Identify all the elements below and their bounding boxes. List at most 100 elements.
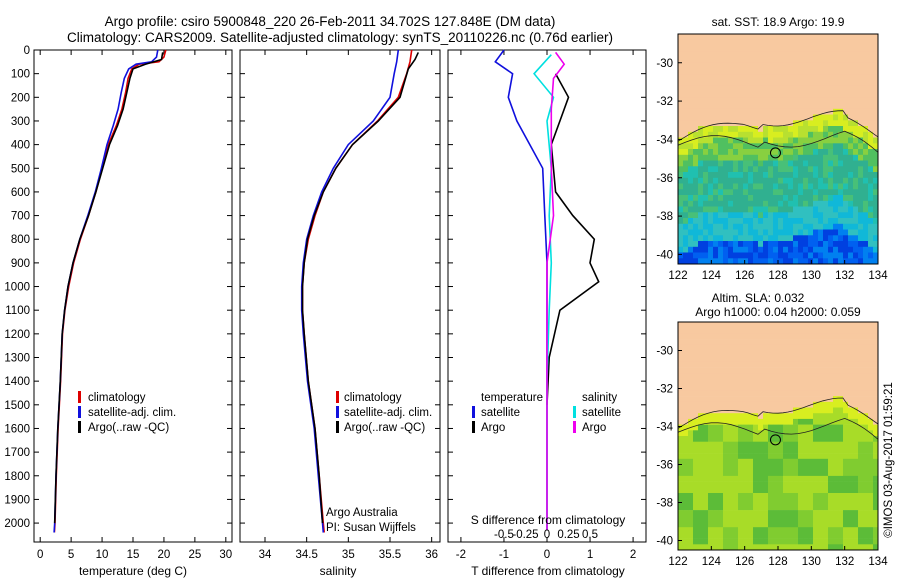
y-tick-label: 0 — [24, 45, 30, 57]
temperature-xlabel: temperature (deg C) — [79, 564, 187, 578]
y-tick-label: 1300 — [4, 353, 30, 365]
credit-text: Argo Australia — [326, 507, 398, 519]
coastline — [677, 110, 879, 142]
legend-swatch-t-satellite — [472, 406, 475, 418]
x-tick-label: -2 — [456, 549, 466, 561]
series-line-satellite-adj-clim- — [53, 49, 159, 533]
y-tick-label: 1200 — [4, 329, 30, 341]
temperature-axis-ticks: 0 5 10 15 20 25 30 — [37, 50, 232, 561]
map-x-tick-label: 128 — [768, 270, 787, 282]
s-tick-label: -0.5 — [494, 529, 514, 541]
legend-swatch-argo — [78, 421, 81, 433]
x-tick-label: 34.5 — [295, 549, 317, 561]
map-cells — [678, 34, 879, 265]
y-tick-label: 900 — [11, 258, 30, 270]
legend-swatch-s-satellite — [573, 406, 576, 418]
map-y-tick-label: -34 — [656, 422, 673, 434]
legend-label-satellite: satellite-adj. clim. — [344, 407, 432, 419]
legend-label-argo: Argo(..raw -QC) — [344, 422, 425, 434]
y-tick-label: 1700 — [4, 447, 30, 459]
s-difference-label: S difference from climatology — [471, 513, 626, 527]
x-tick-label: 1 — [587, 549, 593, 561]
y-tick-label: 1600 — [4, 423, 30, 435]
temperature-legend: climatology satellite-adj. clim. Argo(..… — [78, 391, 176, 434]
salinity-plot-frame — [239, 49, 441, 543]
temperature-profiles — [53, 49, 167, 533]
temperature-plot-frame — [33, 49, 233, 543]
coastline — [677, 397, 879, 429]
map-x-tick-label: 126 — [735, 556, 754, 568]
legend-label-argo: Argo(..raw -QC) — [88, 422, 169, 434]
salinity-profiles — [300, 49, 420, 533]
legend-swatch-t-argo — [472, 421, 475, 433]
map-cells — [678, 322, 879, 551]
x-tick-label: -1 — [499, 549, 509, 561]
map-y-tick-label: -38 — [656, 211, 673, 223]
legend-heading-temperature: temperature — [481, 392, 543, 404]
sst-map-title: sat. SST: 18.9 Argo: 19.9 — [712, 15, 845, 29]
y-tick-label: 300 — [11, 116, 30, 128]
map-y-tick-label: -36 — [656, 460, 673, 472]
s-tick-label: -0.25 — [512, 529, 538, 541]
difference-panel: -2 -1 0 1 2 S difference from climatology -0… — [447, 49, 647, 578]
argo-position-marker — [769, 147, 781, 159]
map-y-tick-label: -34 — [656, 134, 673, 146]
series-line-argo-raw-qc- — [301, 52, 420, 524]
legend-label-t-argo: Argo — [481, 422, 505, 434]
sla-map-title: Altim. SLA: 0.032 — [712, 291, 805, 305]
x-tick-label: 35.5 — [379, 549, 401, 561]
legend-label-s-satellite: satellite — [582, 407, 621, 419]
y-tick-label: 800 — [11, 234, 30, 246]
s-tick-label: 0 — [544, 529, 550, 541]
y-tick-label: 200 — [11, 92, 30, 104]
x-tick-label: 34 — [259, 549, 272, 561]
x-tick-label: 10 — [96, 549, 109, 561]
map-x-tick-label: 134 — [868, 556, 888, 568]
x-tick-label: 0 — [37, 549, 43, 561]
legend-label-climatology: climatology — [344, 392, 402, 404]
legend-label-s-argo: Argo — [582, 422, 606, 434]
map-y-tick-label: -30 — [656, 58, 673, 70]
sst-map: 122 124 126 128 130 132 134 -30 -32 -34 -36 -38 -40 — [656, 33, 888, 282]
map-x-tick-label: 124 — [702, 556, 722, 568]
y-tick-label: 400 — [11, 140, 30, 152]
map-x-tick-label: 130 — [802, 556, 821, 568]
map-x-tick-label: 134 — [868, 270, 888, 282]
pi-text: PI: Susan Wijffels — [326, 522, 416, 534]
legend-swatch-satellite — [336, 406, 339, 418]
x-tick-label: 20 — [158, 549, 171, 561]
y-tick-label: 100 — [11, 69, 30, 81]
series-line-satellite-adj-clim- — [300, 49, 400, 533]
x-tick-label: 2 — [630, 549, 636, 561]
series-line-argo-raw-qc- — [53, 52, 164, 524]
map-x-tick-label: 122 — [668, 270, 687, 282]
map-x-tick-label: 132 — [835, 270, 854, 282]
salinity-legend: climatology satellite-adj. clim. Argo(..… — [336, 391, 432, 434]
sla-map-panel: Altim. SLA: 0.032 Argo h1000: 0.04 h2000… — [656, 291, 888, 568]
y-tick-label: 600 — [11, 187, 30, 199]
difference-legend: temperature satellite Argo salinity sate… — [472, 392, 621, 434]
timestamp-watermark: ©IMOS 03-Aug-2017 01:59:21 — [883, 382, 895, 538]
series-line-salinity-satellite — [533, 54, 555, 531]
x-tick-label: 30 — [219, 549, 232, 561]
legend-swatch-s-argo — [573, 421, 576, 433]
depth-axis-ticks: 0 100 200 300 400 500 600 700 800 900 1000 1100 1200… — [4, 45, 232, 530]
x-tick-label: 35 — [342, 549, 355, 561]
x-tick-label: 15 — [127, 549, 140, 561]
s-tick-label: 0.25 — [557, 529, 579, 541]
map-x-tick-label: 124 — [702, 270, 722, 282]
legend-heading-salinity: salinity — [582, 392, 617, 404]
difference-profiles — [494, 49, 600, 531]
y-tick-label: 2000 — [4, 518, 30, 530]
legend-swatch-climatology — [78, 391, 81, 403]
x-tick-label: 0 — [544, 549, 550, 561]
difference-axis-ticks: -2 -1 0 1 2 — [448, 49, 646, 561]
sla-map-subtitle: Argo h1000: 0.04 h2000: 0.059 — [695, 305, 861, 319]
salinity-difference-ticks: -0.5-0.25 0 0.25 0.5 — [494, 529, 598, 541]
legend-label-t-satellite: satellite — [481, 407, 520, 419]
legend-label-climatology: climatology — [88, 392, 146, 404]
y-tick-label: 1900 — [4, 494, 30, 506]
legend-label-satellite: satellite-adj. clim. — [88, 407, 176, 419]
y-tick-label: 1000 — [4, 282, 30, 294]
